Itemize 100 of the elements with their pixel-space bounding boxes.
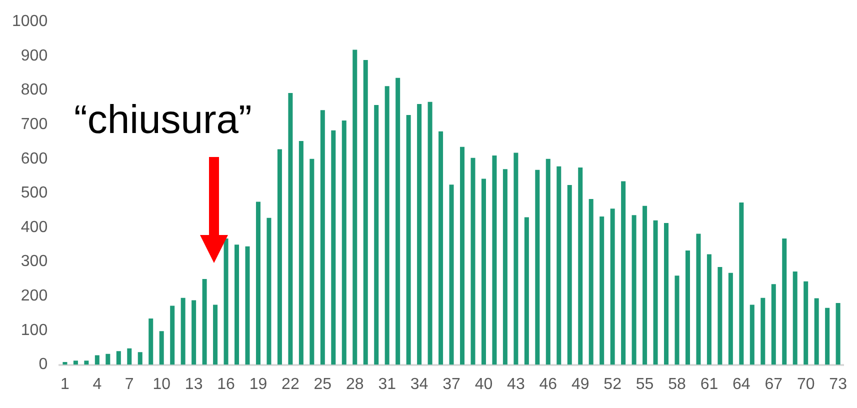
x-tick-label: 1 (60, 376, 70, 393)
x-tick-label: 22 (282, 376, 300, 393)
y-tick-label: 1000 (12, 13, 48, 30)
x-tick-label: 37 (442, 376, 461, 393)
x-tick-label: 10 (152, 376, 171, 393)
bar (792, 271, 798, 365)
x-tick-label: 13 (184, 376, 203, 393)
bar (556, 166, 562, 365)
bar (116, 351, 121, 365)
bar (470, 158, 476, 365)
bar (127, 348, 132, 365)
x-tick-label: 73 (829, 376, 848, 393)
y-tick-label: 600 (20, 150, 48, 168)
x-tick-label: 25 (314, 376, 332, 393)
bar (836, 303, 840, 365)
x-tick-label: 31 (378, 376, 396, 393)
y-tick-label: 0 (38, 356, 48, 374)
x-tick-label: 16 (217, 376, 236, 393)
x-tick-label: 64 (732, 376, 750, 393)
bar (396, 78, 400, 365)
bar (460, 146, 465, 365)
bar (224, 238, 228, 365)
y-tick-label: 400 (20, 218, 48, 236)
bar (706, 254, 712, 365)
bar (94, 355, 100, 365)
x-tick-label: 67 (764, 376, 783, 393)
bar (621, 181, 626, 365)
x-tick-label: 4 (92, 376, 102, 393)
x-tick-label: 19 (249, 376, 268, 393)
y-tick-label: 800 (20, 82, 48, 99)
x-tick-label: 34 (410, 376, 428, 393)
x-tick-label: 28 (346, 376, 364, 393)
bar (814, 298, 819, 365)
y-tick-label: 700 (20, 116, 48, 133)
bar (342, 120, 346, 365)
x-tick-label: 7 (124, 376, 134, 393)
bar (642, 206, 648, 365)
bar (760, 298, 766, 365)
bar (331, 130, 336, 365)
bar (277, 149, 282, 365)
bar (610, 208, 615, 365)
bar (288, 92, 293, 365)
bar (578, 167, 583, 365)
bar (696, 234, 701, 365)
x-tick-label: 61 (700, 376, 718, 393)
bar (298, 141, 304, 365)
bar (449, 184, 454, 365)
bar (600, 216, 604, 365)
bar (567, 184, 572, 365)
bar (148, 318, 154, 365)
y-tick-label: 200 (20, 288, 48, 305)
bar (320, 110, 325, 365)
bar (310, 158, 314, 365)
x-tick-label: 43 (507, 376, 525, 393)
bar (674, 276, 680, 365)
bar (771, 284, 776, 365)
bar (492, 155, 497, 365)
bar (481, 178, 486, 365)
bar (502, 169, 508, 365)
y-tick-label: 100 (20, 322, 48, 339)
bar (653, 220, 658, 365)
y-tick-label: 900 (20, 47, 48, 64)
bar (106, 354, 110, 365)
bar (202, 279, 207, 365)
bar (739, 202, 744, 365)
bar (374, 105, 379, 365)
x-tick-label: 40 (474, 376, 493, 393)
bar (417, 104, 422, 365)
bar (825, 308, 830, 365)
x-tick-label: 70 (796, 376, 815, 393)
bar (384, 86, 390, 365)
bar (84, 360, 89, 365)
bar (428, 102, 432, 365)
bar (804, 281, 808, 365)
bar (234, 244, 240, 365)
bar (664, 223, 669, 365)
bar (524, 217, 529, 365)
bar (256, 202, 260, 365)
bar (180, 298, 186, 365)
bar (266, 218, 272, 365)
bar (535, 170, 540, 365)
bar (632, 215, 636, 365)
bar (438, 131, 444, 365)
bar (213, 304, 218, 365)
bar (718, 266, 722, 365)
bar (728, 272, 733, 365)
y-tick-label: 300 (20, 253, 48, 270)
bar (363, 60, 368, 365)
x-tick-label: 55 (636, 376, 654, 393)
x-tick-label: 49 (571, 376, 590, 393)
bar (588, 199, 594, 365)
bar (245, 246, 250, 365)
bar (62, 362, 68, 365)
bar (514, 152, 518, 365)
y-tick-label: 500 (20, 184, 48, 202)
bar (159, 331, 164, 365)
bar (685, 250, 690, 365)
x-tick-label: 58 (668, 376, 686, 393)
bar (73, 360, 78, 365)
bar (192, 300, 196, 365)
